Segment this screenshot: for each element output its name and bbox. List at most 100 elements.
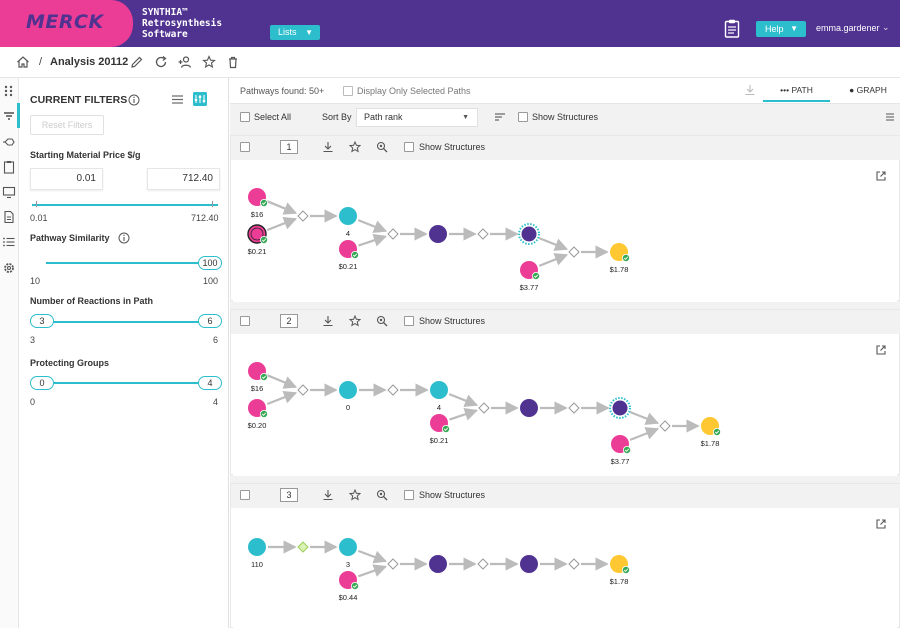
pencil-icon[interactable] <box>130 55 144 69</box>
molecule-node[interactable]: $3.77 <box>520 261 540 292</box>
pathway-show-structures-checkbox[interactable] <box>404 142 414 152</box>
reactions-slider-min-handle[interactable]: 3 <box>30 314 54 328</box>
reaction-node[interactable] <box>477 228 489 240</box>
molecule-node[interactable]: $0.20 <box>248 399 268 430</box>
info-icon[interactable] <box>128 94 140 106</box>
reaction-node[interactable] <box>387 384 399 396</box>
star-icon[interactable] <box>349 489 361 501</box>
reactions-slider-max-handle[interactable]: 6 <box>198 314 222 328</box>
molecule-node[interactable]: 110 <box>248 538 266 569</box>
sort-order-icon[interactable] <box>494 111 506 123</box>
price-min-input[interactable]: 0.01 <box>30 168 103 190</box>
protecting-slider-track[interactable] <box>43 382 213 384</box>
molecule-node[interactable] <box>429 555 447 573</box>
slider-view-icon[interactable] <box>193 92 207 106</box>
molecule-node[interactable]: 4 <box>339 207 357 238</box>
document-icon[interactable] <box>2 210 16 224</box>
zoom-icon[interactable] <box>376 315 388 327</box>
reaction-node[interactable] <box>297 384 309 396</box>
molecule-node[interactable] <box>518 223 540 245</box>
reaction-node[interactable] <box>297 210 309 222</box>
apps-grid-icon[interactable] <box>2 84 16 98</box>
protecting-slider-max-handle[interactable]: 4 <box>198 376 222 390</box>
download-icon[interactable] <box>322 141 334 153</box>
star-icon[interactable] <box>349 315 361 327</box>
brand-logo[interactable]: MERCK <box>0 0 133 47</box>
info-icon[interactable] <box>118 232 130 244</box>
similarity-slider-track[interactable] <box>46 262 206 264</box>
molecule-node[interactable] <box>609 397 631 419</box>
open-external-icon[interactable] <box>875 344 887 356</box>
reaction-node[interactable] <box>659 420 671 432</box>
pathway-card[interactable]: 1 Show Structures $16 $0.21 4 $0.21 $3.77 $1.7… <box>230 135 900 302</box>
gear-icon[interactable] <box>2 261 16 275</box>
zoom-icon[interactable] <box>376 489 388 501</box>
pathway-show-structures-checkbox[interactable] <box>404 490 414 500</box>
star-icon[interactable] <box>202 55 216 69</box>
reaction-node[interactable] <box>477 558 489 570</box>
select-all-checkbox[interactable] <box>240 112 250 122</box>
molecule-node[interactable] <box>429 225 447 243</box>
zoom-icon[interactable] <box>376 141 388 153</box>
molecule-node[interactable]: $0.21 <box>430 414 450 445</box>
display-selected-checkbox[interactable] <box>343 86 353 96</box>
molecule-node[interactable]: $3.77 <box>611 435 631 466</box>
clipboard-icon[interactable] <box>724 19 740 38</box>
pathway-card[interactable]: 3 Show Structures 110 3 $0.44 $1.78 <box>230 483 900 628</box>
molecule-node[interactable]: 3 <box>339 538 357 569</box>
chevron-down-icon[interactable]: ⌄ <box>882 22 890 32</box>
molecule-node[interactable] <box>520 555 538 573</box>
star-icon[interactable] <box>349 141 361 153</box>
monitor-icon[interactable] <box>2 185 16 199</box>
trash-icon[interactable] <box>226 55 240 69</box>
molecule-node[interactable]: $0.21 <box>247 224 268 256</box>
show-structures-all-checkbox[interactable] <box>518 112 528 122</box>
pathway-select-checkbox[interactable] <box>240 490 250 500</box>
reaction-node[interactable] <box>568 558 580 570</box>
download-icon[interactable] <box>322 489 334 501</box>
pathway-select-checkbox[interactable] <box>240 316 250 326</box>
reaction-node[interactable] <box>568 402 580 414</box>
pathway-card[interactable]: 2 Show Structures $16 $0.20 0 4 $0.21 $3.77 $1.… <box>230 309 900 476</box>
molecule-node[interactable]: $1.78 <box>610 243 630 274</box>
reactions-slider-track[interactable] <box>43 321 213 323</box>
download-icon[interactable] <box>322 315 334 327</box>
open-external-icon[interactable] <box>875 518 887 530</box>
protecting-slider-min-handle[interactable]: 0 <box>30 376 54 390</box>
tab-graph[interactable]: ● GRAPH <box>839 78 897 102</box>
reaction-node[interactable] <box>478 402 490 414</box>
home-icon[interactable] <box>16 55 30 69</box>
open-external-icon[interactable] <box>875 170 887 182</box>
molecule-node[interactable]: $16 <box>248 188 268 219</box>
filter-icon[interactable] <box>2 109 16 123</box>
molecule-node[interactable]: $1.78 <box>610 555 630 586</box>
pathway-show-structures-checkbox[interactable] <box>404 316 414 326</box>
reset-filters-button[interactable]: Reset Filters <box>30 115 104 135</box>
molecule-node[interactable]: $1.78 <box>701 417 721 448</box>
similarity-slider-handle[interactable]: 100 <box>198 256 222 270</box>
reaction-node[interactable] <box>297 541 309 553</box>
molecule-node[interactable]: $16 <box>248 362 268 393</box>
reaction-node[interactable] <box>387 558 399 570</box>
columns-icon[interactable] <box>885 112 895 122</box>
price-slider-min-handle[interactable] <box>36 201 37 207</box>
clipboard-list-icon[interactable] <box>2 160 16 174</box>
price-max-input[interactable]: 712.40 <box>147 168 220 190</box>
price-slider-track[interactable] <box>32 204 218 206</box>
tab-path[interactable]: ••• PATH <box>763 78 830 102</box>
download-icon[interactable] <box>744 84 756 96</box>
reaction-node[interactable] <box>568 246 580 258</box>
molecule-node[interactable]: $0.21 <box>339 240 360 271</box>
list-view-icon[interactable] <box>171 93 184 106</box>
help-button[interactable]: Help ▼ <box>756 21 806 37</box>
molecule-icon[interactable] <box>2 135 16 149</box>
lists-button[interactable]: Lists ▼ <box>270 25 320 40</box>
price-slider-max-handle[interactable] <box>212 201 213 207</box>
pathway-select-checkbox[interactable] <box>240 142 250 152</box>
molecule-node[interactable]: 0 <box>339 381 357 412</box>
sort-select[interactable]: Path rank ▼ <box>356 108 478 127</box>
molecule-node[interactable]: $0.44 <box>339 571 360 602</box>
user-menu[interactable]: emma.gardener <box>816 23 880 33</box>
refresh-icon[interactable] <box>154 55 168 69</box>
add-user-icon[interactable] <box>178 55 192 69</box>
